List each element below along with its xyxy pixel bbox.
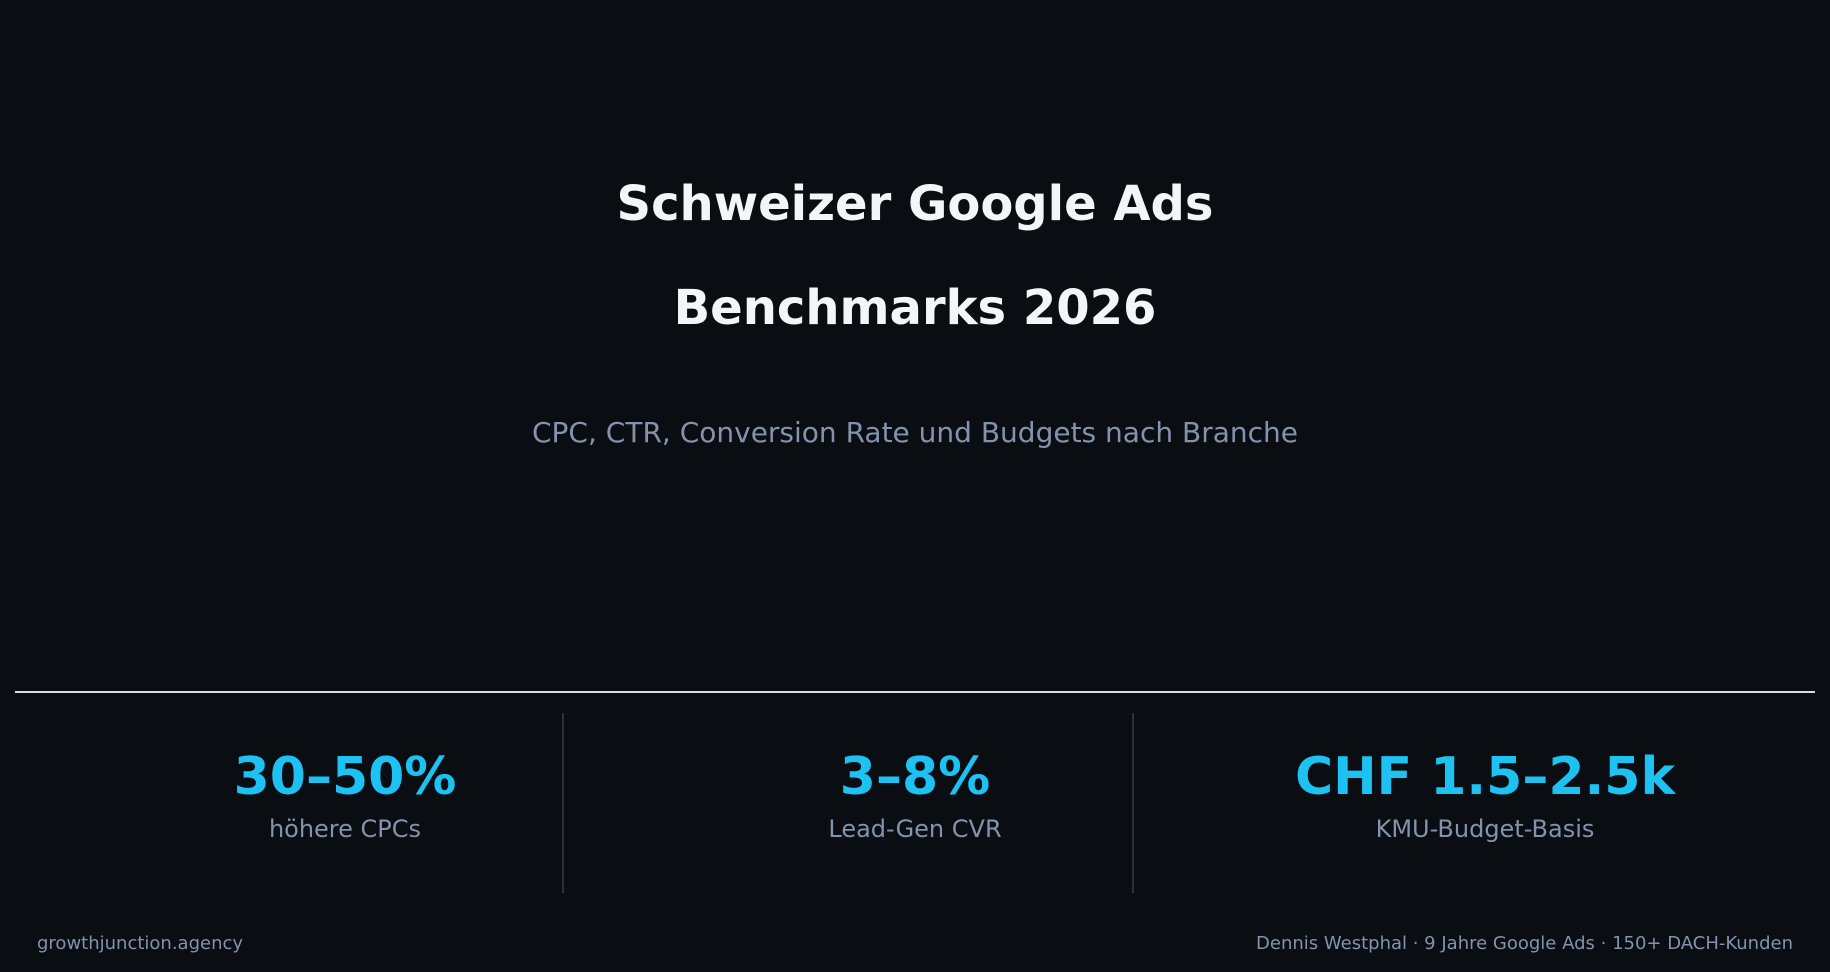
stat-cvr: 3–8% Lead-Gen CVR <box>630 745 1200 845</box>
stat-budget: CHF 1.5–2.5k KMU-Budget-Basis <box>1200 745 1770 845</box>
stat-value: CHF 1.5–2.5k <box>1294 747 1676 807</box>
footer-website: growthjunction.agency <box>37 933 244 954</box>
stat-value: 30–50% <box>233 747 457 807</box>
page-title-line-2: Benchmarks 2026 <box>673 280 1157 336</box>
horizontal-divider <box>15 691 1815 693</box>
stat-label: KMU-Budget-Basis <box>1375 815 1595 843</box>
vertical-divider <box>562 713 564 893</box>
page-title-line-1: Schweizer Google Ads <box>616 176 1214 232</box>
stat-label: höhere CPCs <box>268 815 422 843</box>
page-subtitle: CPC, CTR, Conversion Rate und Budgets na… <box>532 416 1298 449</box>
stat-cpc: 30–50% höhere CPCs <box>60 745 630 845</box>
vertical-divider <box>1132 713 1134 893</box>
footer-author: Dennis Westphal · 9 Jahre Google Ads · 1… <box>1256 933 1793 954</box>
stat-value: 3–8% <box>839 747 991 807</box>
stat-label: Lead-Gen CVR <box>828 815 1002 843</box>
